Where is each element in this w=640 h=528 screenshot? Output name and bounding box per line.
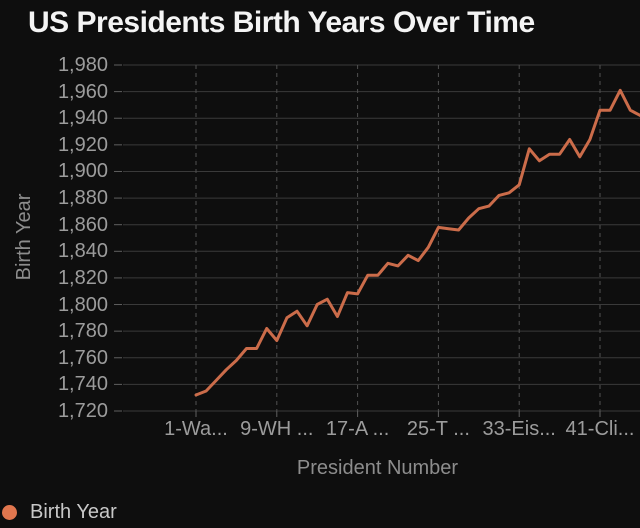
birth-year-series-line bbox=[194, 88, 640, 397]
y-tick-label: 1,940 bbox=[57, 107, 108, 130]
x-tick-label: 33-Eis... bbox=[482, 418, 556, 440]
x-tick-label: 1-Wa... bbox=[164, 418, 228, 440]
x-axis-title: President Number bbox=[296, 457, 459, 479]
y-tick-label: 1,860 bbox=[57, 213, 108, 236]
y-tick-label: 1,720 bbox=[57, 400, 108, 422]
legend: Birth Year bbox=[2, 499, 117, 525]
legend-series-label[interactable]: Birth Year bbox=[30, 500, 117, 523]
y-tick-label: 1,840 bbox=[57, 240, 108, 263]
x-tick-label: 9-WH ... bbox=[240, 418, 314, 440]
x-tick-label: 41-Cli... bbox=[565, 418, 635, 440]
y-tick-label: 1,920 bbox=[57, 133, 108, 156]
y-tick-label: 1,980 bbox=[57, 54, 108, 76]
y-tick-label: 1,820 bbox=[57, 266, 108, 289]
y-tick-label: 1,740 bbox=[57, 373, 108, 396]
y-tick-label: 1,800 bbox=[57, 293, 108, 316]
chart-title: US Presidents Birth Years Over Time bbox=[28, 6, 535, 39]
y-tick-label: 1,760 bbox=[57, 346, 108, 369]
y-axis-title: Birth Year bbox=[13, 193, 35, 281]
x-tick-label: 17-A ... bbox=[325, 418, 390, 440]
y-tick-label: 1,960 bbox=[57, 80, 108, 103]
legend-series-dot-icon bbox=[2, 504, 17, 520]
y-tick-label: 1,900 bbox=[57, 160, 108, 183]
x-tick-label: 25-T ... bbox=[406, 418, 470, 440]
y-tick-label: 1,780 bbox=[57, 320, 108, 343]
y-tick-label: 1,880 bbox=[57, 187, 108, 210]
